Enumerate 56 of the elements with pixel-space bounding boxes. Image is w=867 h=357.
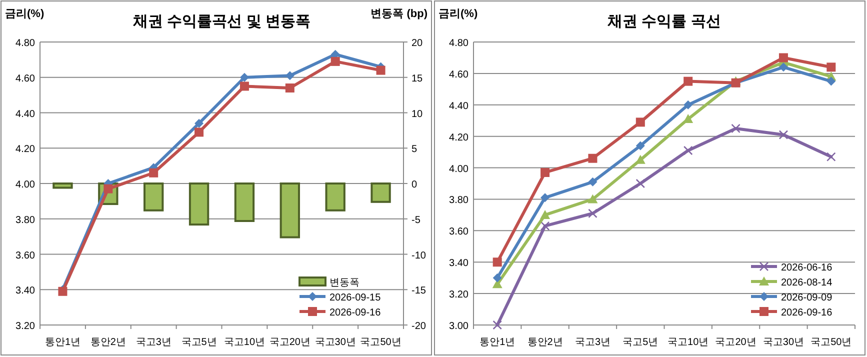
x-tick-label: 국고50년 [360, 337, 402, 348]
x-tick-label: 국고30년 [762, 337, 804, 348]
y-tick-label: 4.20 [449, 132, 469, 144]
y2-tick-label: 20 [412, 38, 424, 49]
chart-title: 채권 수익률 곡선 [606, 13, 721, 30]
y2-tick-label: -5 [412, 214, 421, 226]
y-tick-label: 3.20 [16, 321, 36, 332]
y-tick-label: 4.40 [449, 100, 469, 112]
x-tick-label: 국고50년 [810, 337, 852, 348]
x-tick-label: 국고3년 [574, 337, 610, 348]
x-tick-label: 국고3년 [136, 337, 172, 348]
legend-label: 2026-09-16 [781, 308, 833, 318]
y-tick-label: 3.20 [449, 290, 469, 301]
y-axis-title: 금리(%) [5, 8, 44, 20]
y-tick-label: 3.80 [16, 214, 36, 226]
x-tick-label: 통안2년 [90, 337, 126, 348]
x-tick-label: 국고5년 [181, 337, 217, 348]
legend-label: 2026-06-16 [781, 262, 833, 274]
y-tick-label: 3.60 [16, 250, 36, 262]
y2-axis-title: 변동폭 (bp) [370, 8, 428, 20]
y-tick-label: 3.00 [449, 321, 469, 332]
x-tick-label: 국고5년 [622, 337, 658, 348]
x-tick-label: 국고10년 [224, 337, 266, 348]
y-tick-label: 3.40 [449, 258, 469, 270]
x-tick-label: 국고20년 [269, 337, 310, 348]
y-tick-label: 4.60 [449, 69, 469, 80]
y2-tick-label: -20 [412, 321, 426, 332]
x-tick-label: 국고20년 [715, 337, 756, 348]
legend-label: 변동폭 [330, 278, 360, 288]
y2-tick-label: 0 [412, 180, 418, 190]
x-tick-label: 국고30년 [314, 337, 356, 348]
y-tick-label: 4.80 [16, 38, 36, 49]
legend-label: 2026-09-16 [330, 308, 382, 318]
y2-tick-label: 5 [412, 144, 418, 156]
y-tick-label: 4.20 [16, 144, 36, 156]
legend-label: 2026-08-14 [781, 278, 833, 288]
y2-tick-label: -10 [412, 250, 426, 262]
y-tick-label: 4.80 [449, 38, 469, 49]
y-tick-label: 4.00 [449, 164, 469, 175]
y-tick-label: 3.80 [449, 195, 469, 206]
y2-tick-label: 15 [412, 73, 424, 84]
y-tick-label: 4.00 [16, 180, 36, 190]
y-tick-label: 3.40 [16, 286, 36, 297]
x-tick-label: 통안1년 [480, 337, 516, 348]
y-axis-title: 금리(%) [438, 8, 478, 20]
y2-tick-label: 10 [412, 108, 424, 120]
y-tick-label: 4.60 [16, 73, 36, 84]
y-tick-label: 4.40 [16, 108, 36, 120]
legend-label: 2026-09-15 [330, 292, 382, 304]
x-tick-label: 통안2년 [527, 337, 563, 348]
y2-tick-label: -15 [412, 286, 426, 297]
chart-title: 채권 수익률곡선 및 변동폭 [132, 13, 311, 30]
legend-label: 2026-09-09 [781, 292, 833, 304]
x-tick-label: 통안1년 [44, 337, 80, 348]
x-tick-label: 국고10년 [668, 337, 709, 348]
y-tick-label: 3.60 [449, 226, 469, 238]
